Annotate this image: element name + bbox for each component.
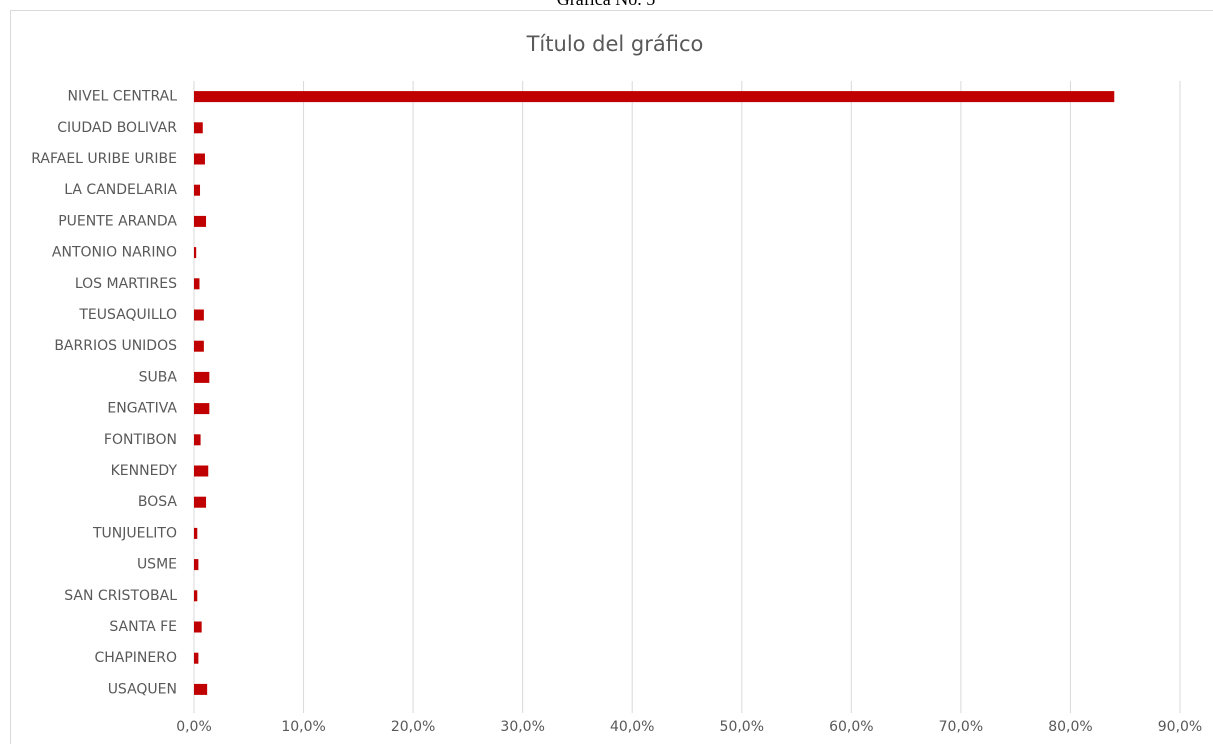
- bar: [194, 153, 205, 165]
- bar: [194, 371, 210, 383]
- x-tick-label: 40,0%: [610, 719, 654, 735]
- y-tick-label: USAQUEN: [108, 681, 177, 697]
- bar: [194, 122, 203, 134]
- bar: [194, 215, 207, 227]
- y-tick-label: ANTONIO NARINO: [52, 245, 177, 261]
- bar: [194, 652, 199, 664]
- y-tick-label: FONTIBON: [104, 432, 177, 448]
- bar: [194, 309, 204, 321]
- y-tick-label: TEUSAQUILLO: [78, 307, 177, 323]
- bar: [194, 465, 209, 477]
- y-tick-label: USME: [137, 557, 177, 573]
- y-tick-label: SANTA FE: [109, 619, 177, 635]
- bar: [194, 621, 202, 633]
- bar: [194, 434, 201, 446]
- x-tick-label: 30,0%: [500, 719, 544, 735]
- x-tick-label: 60,0%: [829, 719, 873, 735]
- bar: [194, 496, 207, 508]
- y-tick-label: LA CANDELARIA: [64, 182, 177, 198]
- y-tick-label: NIVEL CENTRAL: [68, 89, 178, 105]
- x-tick-label: 70,0%: [939, 719, 983, 735]
- x-tick-label: 20,0%: [391, 719, 435, 735]
- bar: [194, 184, 201, 196]
- caption: Gráfica No. 5: [557, 0, 655, 9]
- bar: [194, 403, 210, 415]
- x-tick-label: 0,0%: [176, 719, 212, 735]
- y-tick-label: KENNEDY: [111, 463, 178, 479]
- y-tick-label: LOS MARTIRES: [75, 276, 177, 292]
- bar: [194, 527, 198, 539]
- y-tick-label: SAN CRISTOBAL: [64, 588, 177, 604]
- y-tick-label: CHAPINERO: [94, 650, 177, 666]
- chart-title: Título del gráfico: [526, 32, 704, 56]
- chart-border: [10, 10, 1213, 744]
- y-tick-label: CIUDAD BOLIVAR: [57, 120, 177, 136]
- y-tick-label: RAFAEL URIBE URIBE: [31, 151, 177, 167]
- y-tick-label: TUNJUELITO: [92, 525, 177, 541]
- x-tick-label: 90,0%: [1158, 719, 1202, 735]
- x-tick-label: 10,0%: [281, 719, 325, 735]
- x-tick-label: 50,0%: [720, 719, 764, 735]
- bar: [194, 340, 204, 352]
- bar: [194, 559, 199, 571]
- bar: [194, 247, 197, 259]
- y-tick-label: ENGATIVA: [107, 401, 177, 417]
- y-tick-label: BOSA: [138, 494, 178, 510]
- y-tick-label: BARRIOS UNIDOS: [54, 338, 177, 354]
- bar: [194, 278, 200, 290]
- y-tick-label: SUBA: [139, 369, 178, 385]
- bar: [194, 590, 198, 602]
- y-tick-label: PUENTE ARANDA: [58, 213, 177, 229]
- bar: [194, 683, 208, 695]
- x-tick-label: 80,0%: [1048, 719, 1092, 735]
- bar: [194, 91, 1115, 103]
